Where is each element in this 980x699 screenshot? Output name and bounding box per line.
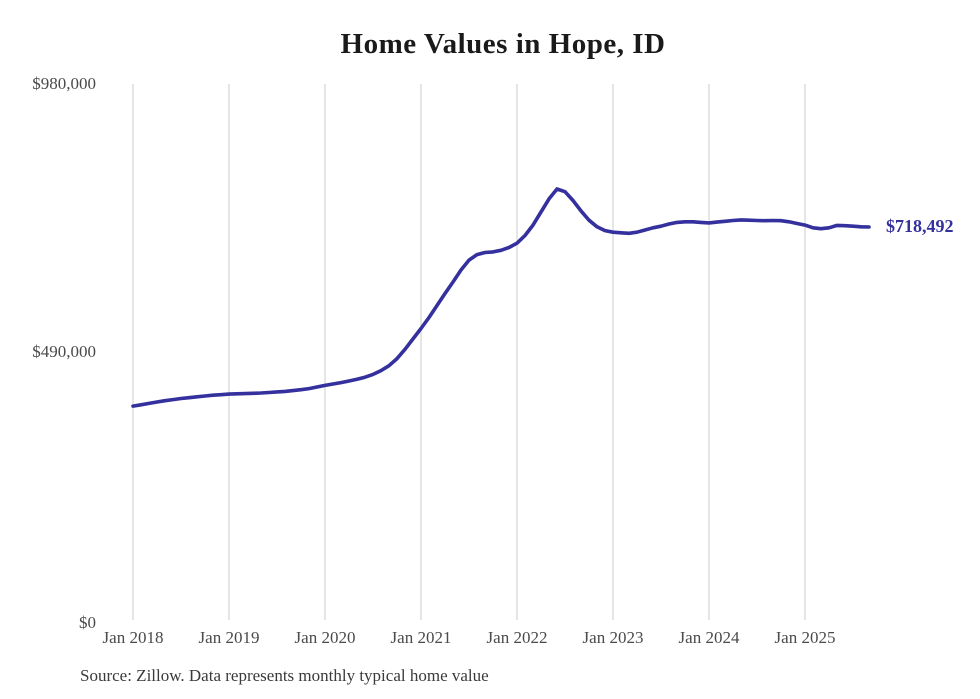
x-tick-label: Jan 2020 xyxy=(294,628,356,647)
x-tick-label: Jan 2022 xyxy=(486,628,548,647)
x-tick-label: Jan 2025 xyxy=(774,628,836,647)
x-tick-label: Jan 2019 xyxy=(198,628,260,647)
x-tick-label: Jan 2024 xyxy=(678,628,740,647)
source-note: Source: Zillow. Data represents monthly … xyxy=(80,666,489,685)
x-tick-label: Jan 2018 xyxy=(102,628,164,647)
x-tick-label: Jan 2021 xyxy=(390,628,452,647)
gridlines xyxy=(132,84,806,620)
chart-title: Home Values in Hope, ID xyxy=(340,28,666,60)
latest-value-label: $718,492 xyxy=(886,216,954,237)
y-tick-label: $980,000 xyxy=(32,74,96,93)
y-tick-label: $490,000 xyxy=(32,342,96,361)
y-tick-label: $0 xyxy=(79,613,96,632)
home-value-line xyxy=(131,187,871,408)
x-tick-label: Jan 2023 xyxy=(582,628,644,647)
